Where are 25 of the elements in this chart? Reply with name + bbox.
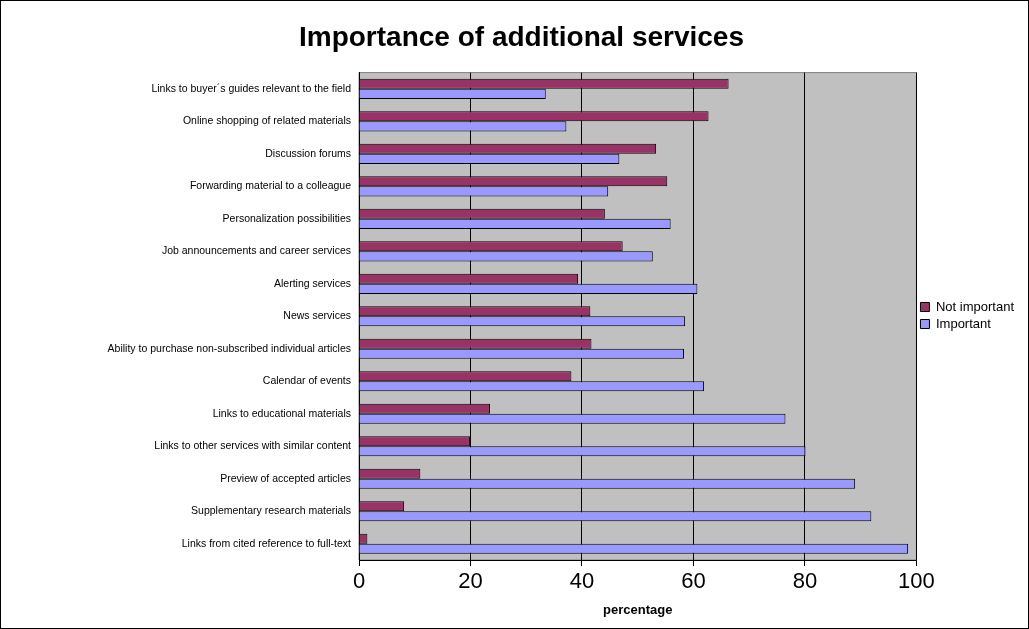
y-tick-label: Links to buyer´s guides relevant to the field (151, 81, 352, 94)
y-tick-label: Forwarding material to a colleague (189, 179, 352, 192)
legend-label: Important (935, 315, 992, 331)
x-tick-label: 20 (458, 568, 483, 594)
y-tick-label: Discussion forums (265, 146, 351, 159)
y-tick-label: Personalization possibilities (222, 211, 351, 224)
y-tick-label: Supplementary research materials (191, 504, 351, 517)
x-tick-label: 60 (681, 568, 706, 594)
y-tick-label: Links from cited reference to full-text (181, 536, 352, 549)
x-tick-label: 100 (898, 568, 935, 594)
legend-label: Not important (935, 298, 1015, 314)
x-tick-label: 80 (792, 568, 818, 594)
y-tick-label: Ability to purchase non-subscribed individual articles (107, 341, 351, 354)
x-axis-title: percentage (603, 601, 673, 617)
x-tick-label: 40 (569, 568, 595, 594)
y-tick-label: Job announcements and career services (161, 244, 351, 257)
y-tick-label: Links to other services with similar content (154, 439, 352, 452)
y-tick-label: Online shopping of related materials (182, 114, 351, 127)
y-tick-label: Calendar of events (262, 374, 351, 387)
x-tick-label: 0 (352, 568, 366, 594)
y-tick-label: Links to educational materials (212, 406, 351, 419)
y-tick-label: Alerting services (273, 276, 351, 289)
y-tick-label: Preview of accepted articles (220, 471, 351, 484)
chart-title: Importance of additional services (298, 20, 745, 52)
y-tick-label: News services (283, 309, 351, 322)
